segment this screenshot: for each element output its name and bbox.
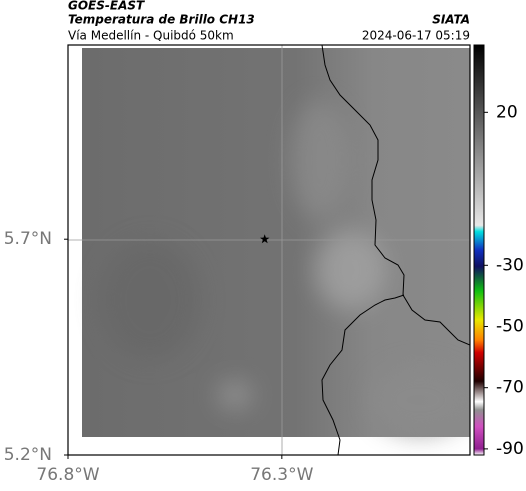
map-image <box>68 45 470 455</box>
colorbar-tick-label: -90 <box>496 439 524 459</box>
y-tick-label: 5.2°N <box>4 445 52 465</box>
colorbar <box>473 44 485 456</box>
timestamp: 2024-06-17 05:19 <box>362 29 470 43</box>
colorbar-tick-label: 20 <box>496 102 518 122</box>
y-tick-label: 5.7°N <box>4 229 52 249</box>
brand: SIATA <box>432 13 470 27</box>
map-frame <box>67 44 471 456</box>
colorbar-tick-label: -50 <box>496 316 524 336</box>
subtitle: Vía Medellín - Quibdó 50km <box>68 29 234 43</box>
source: GOES-EAST <box>68 0 145 13</box>
x-tick-label: 76.8°W <box>36 465 99 485</box>
colorbar-tick-label: -70 <box>496 378 524 398</box>
colorbar-tick-label: -30 <box>496 255 524 275</box>
title: Temperatura de Brillo CH13 <box>68 13 255 27</box>
x-tick-label: 76.3°W <box>250 465 313 485</box>
location-marker <box>260 234 270 244</box>
